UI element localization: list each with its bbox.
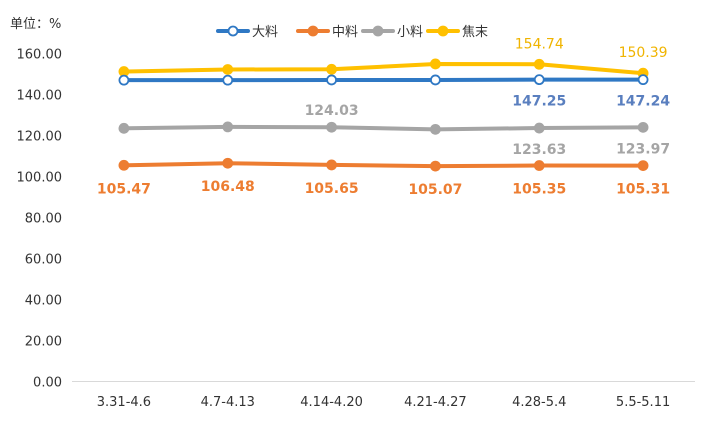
y-tick-label: 60.00 xyxy=(25,253,62,268)
data-point xyxy=(326,63,337,75)
x-axis: 3.31-4.6 4.7-4.13 4.14-4.20 4.21-4.27 4.28-5… xyxy=(72,381,695,410)
data-point xyxy=(326,121,337,133)
legend-label: 焦末 xyxy=(462,25,488,40)
data-point xyxy=(533,74,545,86)
data-label: 105.35 xyxy=(512,182,566,198)
y-tick-label: 120.00 xyxy=(17,130,63,145)
x-tick-label: 3.31-4.6 xyxy=(97,395,151,410)
data-label: 124.03 xyxy=(305,103,359,119)
legend: 大料 中料 小料 焦末 xyxy=(216,25,488,40)
y-tick-label: 140.00 xyxy=(17,89,63,104)
data-point xyxy=(222,157,234,169)
legend-label: 小料 xyxy=(397,25,423,40)
y-tick-label: 20.00 xyxy=(25,335,62,350)
series-2 xyxy=(118,121,649,135)
data-label: 106.48 xyxy=(201,179,255,195)
legend-item: 大料 xyxy=(216,25,278,40)
x-tick-label: 5.5-5.11 xyxy=(616,395,670,410)
legend-item: 中料 xyxy=(296,25,358,40)
series-0 xyxy=(118,74,649,86)
series-3 xyxy=(118,58,649,79)
data-point xyxy=(637,74,649,86)
data-label: 147.25 xyxy=(512,94,566,110)
data-label: 105.65 xyxy=(305,181,359,197)
data-label: 105.07 xyxy=(408,182,462,198)
x-tick-label: 4.21-4.27 xyxy=(404,395,467,410)
data-point xyxy=(118,74,130,86)
data-point xyxy=(430,123,441,135)
data-point xyxy=(326,159,337,171)
y-tick-label: 80.00 xyxy=(25,212,62,227)
x-tick-label: 4.14-4.20 xyxy=(300,395,363,410)
data-point xyxy=(118,122,130,134)
data-label: 123.63 xyxy=(512,142,566,158)
data-point xyxy=(222,64,234,75)
series-line xyxy=(121,77,646,83)
series-1 xyxy=(118,157,649,172)
data-label: 147.24 xyxy=(616,94,670,110)
y-axis: 0.00 20.00 40.00 60.00 80.00 100.00 120.00 140.… xyxy=(17,48,63,391)
legend-item: 小料 xyxy=(361,25,423,40)
data-label: 123.97 xyxy=(616,141,670,157)
legend-label: 大料 xyxy=(252,25,278,40)
legend-label: 中料 xyxy=(332,25,358,40)
legend-swatch-marker xyxy=(437,25,449,37)
legend-item: 焦末 xyxy=(426,25,488,40)
data-label: 105.47 xyxy=(97,181,151,197)
data-point xyxy=(430,74,441,86)
data-point xyxy=(222,121,234,133)
legend-swatch-marker xyxy=(307,25,319,37)
y-tick-label: 160.00 xyxy=(17,48,63,63)
legend-swatch-marker xyxy=(227,25,239,37)
series-line xyxy=(121,61,646,76)
y-tick-label: 0.00 xyxy=(33,376,62,391)
data-label: 105.31 xyxy=(616,182,670,198)
plot-area: 147.25 147.24 105.47 106.48 105.65 105.07 105.… xyxy=(97,36,670,198)
series-line xyxy=(121,124,646,132)
data-point xyxy=(430,160,441,172)
x-tick-label: 4.7-4.13 xyxy=(201,395,255,410)
data-point xyxy=(222,74,234,86)
legend-swatch-marker xyxy=(372,25,384,37)
data-point xyxy=(533,160,545,171)
data-point xyxy=(118,66,130,77)
data-label: 150.39 xyxy=(619,45,668,61)
data-point xyxy=(326,74,337,86)
y-tick-label: 100.00 xyxy=(17,171,63,186)
data-point xyxy=(118,159,130,171)
data-label: 154.74 xyxy=(515,36,564,52)
data-point xyxy=(533,58,545,70)
data-point xyxy=(637,121,649,133)
y-tick-label: 40.00 xyxy=(25,294,62,309)
data-point xyxy=(430,58,441,70)
data-point xyxy=(637,160,649,172)
unit-label: 单位：% xyxy=(10,17,61,32)
data-point xyxy=(533,122,545,134)
x-tick-label: 4.28-5.4 xyxy=(512,395,566,410)
series-line xyxy=(121,161,646,169)
